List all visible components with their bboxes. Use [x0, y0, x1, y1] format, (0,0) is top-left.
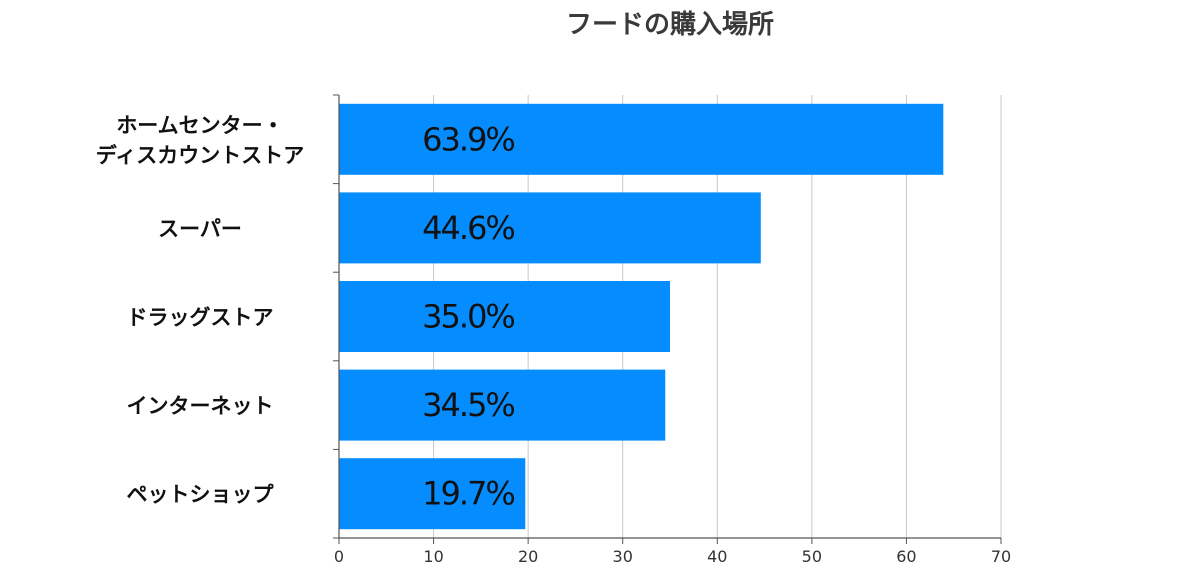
category-label: インターネット [127, 394, 274, 418]
bar-value-label: 34.5% [422, 386, 514, 424]
category-label: スーパー [158, 217, 242, 241]
bar [339, 458, 526, 530]
bar [339, 281, 670, 352]
x-tick-label: 10 [423, 547, 443, 566]
x-tick-label: 50 [802, 547, 822, 566]
x-tick-label: 20 [518, 547, 538, 566]
bar [339, 369, 666, 441]
x-tick-label: 0 [334, 547, 344, 566]
bar-value-label: 19.7% [422, 475, 514, 513]
category-label: ドラッグストア [127, 306, 274, 330]
bar [339, 192, 761, 264]
category-label: ペットショップ [127, 483, 275, 507]
bar-value-label: 44.6% [422, 209, 514, 247]
labels: 63.9% 44.6% 35.0% 34.5% 19.7% 0 10 20 30 40 50 60 70… [96, 113, 1011, 566]
category-label: ホームセンター・ [116, 113, 283, 137]
x-tick-label: 30 [613, 547, 633, 566]
axes [333, 94, 1002, 544]
category-label: ディスカウントストア [96, 143, 305, 167]
bar [339, 103, 944, 175]
chart-title: フードの購入場所 [565, 10, 774, 40]
bar-value-label: 35.0% [422, 298, 514, 336]
bars [339, 103, 944, 530]
x-tick-label: 70 [991, 547, 1011, 566]
bar-value-label: 63.9% [422, 120, 514, 158]
x-tick-label: 40 [707, 547, 727, 566]
x-tick-label: 60 [896, 547, 916, 566]
